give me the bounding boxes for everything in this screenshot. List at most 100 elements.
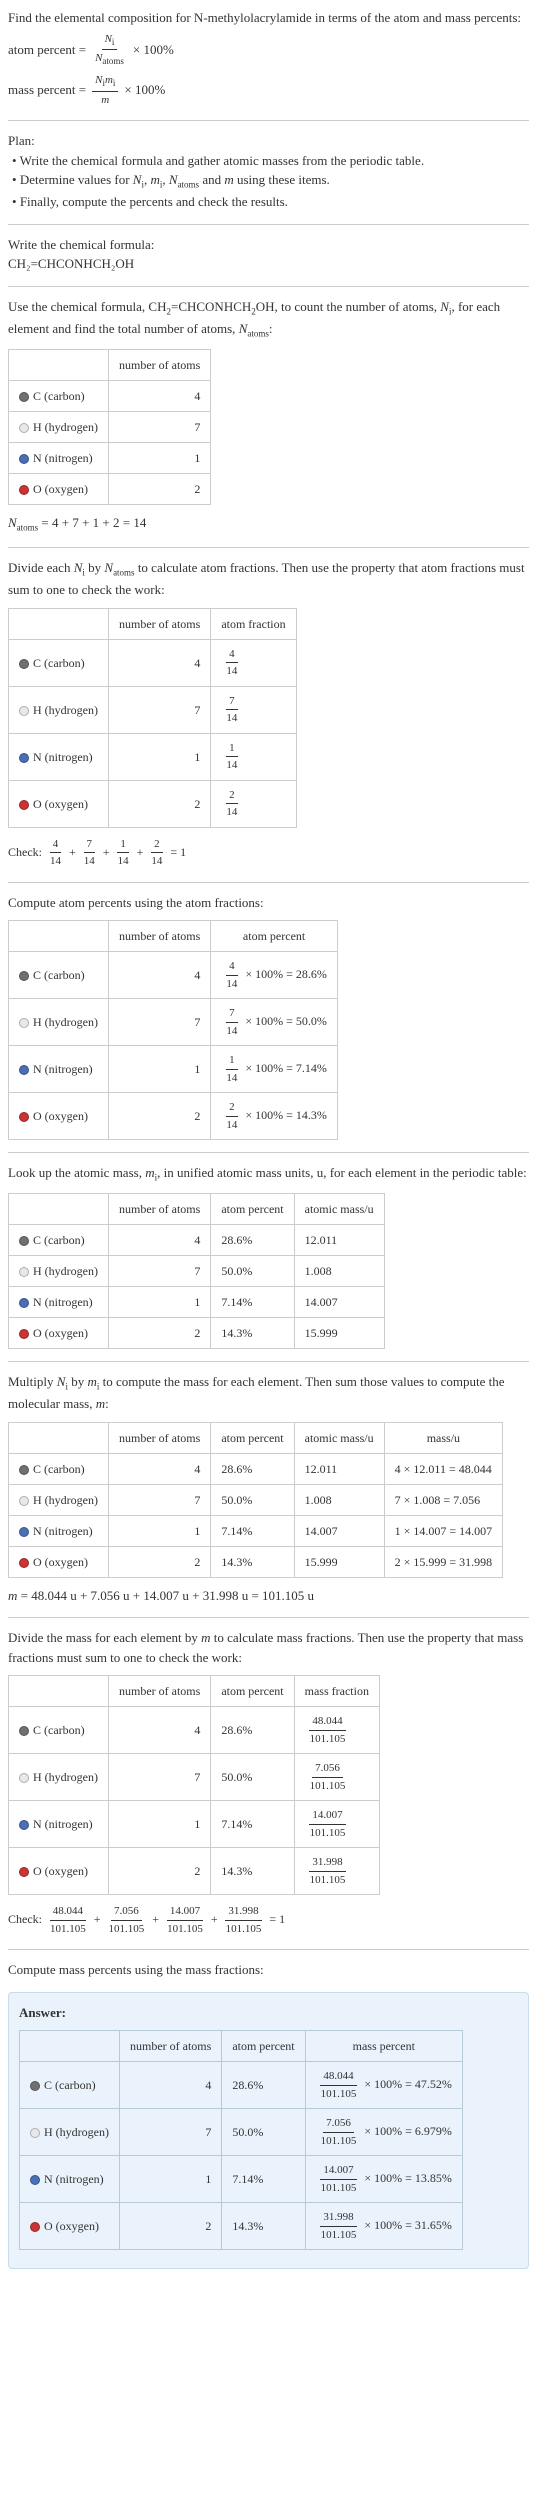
ap-den: 14 — [223, 976, 240, 993]
col-num-atoms: number of atoms — [108, 349, 210, 380]
el-mass-u: 12.011 — [294, 1225, 384, 1256]
mass-fraction-check: Check: 48.044101.105 + 7.056101.105 + 14… — [8, 1903, 529, 1937]
el-name: H (hydrogen) — [33, 1264, 98, 1278]
el-atom-pct: 14.3% — [211, 1848, 294, 1895]
el-atom-pct: 7.14% — [211, 1515, 294, 1546]
mf-den: 101.105 — [307, 1731, 349, 1748]
natoms-sum: Natoms = 4 + 7 + 1 + 2 = 14 — [8, 513, 529, 535]
el-mass-u: 14.007 — [294, 1515, 384, 1546]
ans-den: 101.105 — [318, 2227, 360, 2244]
mchk-num: 7.056 — [111, 1903, 142, 1921]
ap-den: 14 — [223, 1070, 240, 1087]
atom-pct-lhs: atom percent = — [8, 40, 86, 60]
el-name: C (carbon) — [33, 1462, 85, 1476]
el-atom-pct: 50.0% — [222, 2109, 305, 2156]
el-name: N (nitrogen) — [33, 1295, 93, 1309]
el-name: N (nitrogen) — [33, 1062, 93, 1076]
chk-den: 14 — [47, 853, 64, 870]
frac-den: 14 — [223, 804, 240, 821]
ans-val: 6.979% — [415, 2124, 452, 2138]
col-atomic-mass: atomic mass/u — [294, 1422, 384, 1453]
ans-val: 47.52% — [415, 2077, 452, 2091]
mf-den: 101.105 — [307, 1825, 349, 1842]
ap-den: 14 — [223, 1023, 240, 1040]
mass-table: number of atomsatom percentatomic mass/u… — [8, 1422, 503, 1578]
el-atom-pct: 7.14% — [211, 1287, 294, 1318]
ans-val: 13.85% — [415, 2171, 452, 2185]
times-100-b: × 100% — [124, 80, 165, 100]
el-atom-pct: 28.6% — [211, 1225, 294, 1256]
el-atoms: 2 — [108, 1318, 210, 1349]
el-name: C (carbon) — [33, 1723, 85, 1737]
frac-num: 7 — [226, 693, 238, 711]
el-atom-pct: 7.14% — [211, 1801, 294, 1848]
mass-pct-lhs: mass percent = — [8, 80, 86, 100]
el-atoms: 7 — [108, 1754, 210, 1801]
chk-num: 2 — [151, 836, 163, 854]
col-atomic-mass: atomic mass/u — [294, 1194, 384, 1225]
el-atom-pct: 50.0% — [211, 1256, 294, 1287]
mchk-den: 101.105 — [106, 1921, 148, 1938]
el-name: C (carbon) — [33, 389, 85, 403]
ap-num: 7 — [226, 1005, 238, 1023]
mf-num: 14.007 — [309, 1807, 345, 1825]
el-atom-pct: 28.6% — [222, 2062, 305, 2109]
frac-den: 14 — [223, 663, 240, 680]
ans-fmt: × 100% = — [364, 2218, 412, 2232]
mf-num: 48.044 — [309, 1713, 345, 1731]
chk-den: 14 — [148, 853, 165, 870]
el-mass-prod: 7 × 1.008 = 7.056 — [384, 1484, 503, 1515]
el-name: O (oxygen) — [33, 1555, 88, 1569]
col-atom-percent: atom percent — [222, 2031, 305, 2062]
ap-val: 28.6% — [296, 967, 327, 981]
el-name: C (carbon) — [44, 2078, 96, 2092]
plan-item: Write the chemical formula and gather at… — [12, 151, 529, 171]
ans-fmt: × 100% = — [364, 2077, 412, 2091]
el-name: O (oxygen) — [44, 2219, 99, 2233]
el-mass-u: 1.008 — [294, 1256, 384, 1287]
mf-den: 101.105 — [307, 1872, 349, 1889]
el-atom-pct: 14.3% — [211, 1318, 294, 1349]
times-100: × 100% — [133, 40, 174, 60]
ap-num: 2 — [226, 1099, 238, 1117]
el-mass-prod: 4 × 12.011 = 48.044 — [384, 1453, 503, 1484]
chk-num: 7 — [84, 836, 96, 854]
chk-den: 14 — [115, 853, 132, 870]
ap-val: 50.0% — [296, 1014, 327, 1028]
el-atoms: 7 — [108, 1256, 210, 1287]
chk-num: 1 — [117, 836, 129, 854]
col-mass-percent: mass percent — [305, 2031, 462, 2062]
el-mass-prod: 1 × 14.007 = 14.007 — [384, 1515, 503, 1546]
ans-fmt: × 100% = — [364, 2124, 412, 2138]
frac-num: 2 — [226, 787, 238, 805]
mass-pct-frac: Nimi m — [92, 72, 118, 108]
el-name: O (oxygen) — [33, 797, 88, 811]
el-name: C (carbon) — [33, 968, 85, 982]
plan-list: Write the chemical formula and gather at… — [8, 151, 529, 212]
fraction-check: Check: 414 + 714 + 114 + 214 = 1 — [8, 836, 529, 870]
el-atoms: 2 — [108, 1093, 210, 1140]
el-mass-u: 1.008 — [294, 1484, 384, 1515]
el-name: N (nitrogen) — [44, 2172, 104, 2186]
col-atom-fraction: atom fraction — [211, 608, 296, 639]
chk-num: 4 — [50, 836, 62, 854]
ap-num: 1 — [226, 1052, 238, 1070]
el-atoms: 2 — [108, 1546, 210, 1577]
el-mass-u: 15.999 — [294, 1546, 384, 1577]
mf-num: 31.998 — [309, 1854, 345, 1872]
col-mass: mass/u — [384, 1422, 503, 1453]
el-name: N (nitrogen) — [33, 451, 93, 465]
atom-pct-intro: Compute atom percents using the atom fra… — [8, 893, 529, 913]
el-mass-u: 12.011 — [294, 1453, 384, 1484]
el-atom-pct: 14.3% — [211, 1546, 294, 1577]
el-name: H (hydrogen) — [33, 420, 98, 434]
el-name: H (hydrogen) — [33, 1493, 98, 1507]
col-atom-percent: atom percent — [211, 1422, 294, 1453]
el-atom-pct: 7.14% — [222, 2156, 305, 2203]
ans-den: 101.105 — [318, 2133, 360, 2150]
frac-num: 4 — [226, 646, 238, 664]
el-atom-pct: 28.6% — [211, 1453, 294, 1484]
mchk-den: 101.105 — [164, 1921, 206, 1938]
col-num-atoms: number of atoms — [108, 608, 210, 639]
check-tail: = 1 — [170, 844, 186, 858]
